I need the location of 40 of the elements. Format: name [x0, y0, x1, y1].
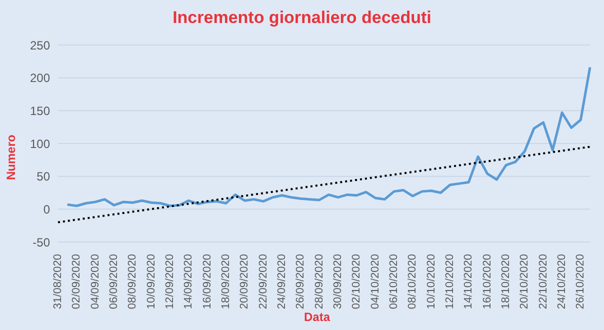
x-tick-label: 22/10/2020: [537, 254, 550, 310]
y-tick-label: 0: [43, 202, 50, 216]
x-tick-label: 02/09/2020: [70, 254, 83, 310]
x-tick-label: 28/09/2020: [313, 254, 326, 310]
y-tick-label: 200: [30, 71, 50, 86]
x-tick-label: 26/09/2020: [294, 254, 307, 310]
x-tick-label: 08/10/2020: [406, 254, 419, 310]
line-series: [66, 66, 592, 208]
x-tick-label: 04/10/2020: [369, 254, 382, 310]
x-tick-label: 20/09/2020: [238, 254, 251, 310]
y-tick-label: -50: [32, 235, 50, 250]
x-tick-label: 06/10/2020: [388, 254, 400, 310]
y-tick-label: 250: [30, 38, 50, 52]
x-tick-label: 12/10/2020: [444, 254, 456, 310]
x-tick-label: 10/09/2020: [145, 254, 158, 310]
x-tick-label: 02/10/2020: [350, 254, 363, 310]
x-tick-label: 24/09/2020: [276, 254, 288, 310]
x-axis-title: Data: [302, 310, 332, 324]
x-tick-label: 16/10/2020: [481, 254, 494, 310]
x-tick-label: 31/08/2020: [52, 254, 64, 310]
y-axis-title: Numero: [4, 134, 18, 180]
x-tick-label: 26/10/2020: [574, 254, 587, 310]
x-tick-label: 06/09/2020: [108, 254, 120, 310]
x-tick-label: 14/10/2020: [462, 254, 475, 310]
x-tick-label: 18/09/2020: [220, 254, 232, 310]
x-tick-label: 16/09/2020: [201, 254, 214, 310]
x-tick-label: 10/10/2020: [425, 254, 438, 310]
x-tick-label: 04/09/2020: [89, 254, 102, 310]
x-tick-label: 08/09/2020: [126, 254, 139, 310]
x-tick-label: 18/10/2020: [500, 254, 512, 310]
x-tick-label: 20/10/2020: [518, 254, 531, 310]
chart-title: Incremento giornaliero deceduti: [172, 8, 432, 28]
x-tick-label: 14/09/2020: [182, 254, 195, 310]
x-tick-label: 24/10/2020: [556, 254, 568, 310]
x-tick-label: 12/09/2020: [164, 254, 176, 310]
x-tick-label: 30/09/2020: [332, 254, 344, 310]
y-tick-label: 100: [30, 136, 50, 151]
y-tick-label: 50: [36, 170, 50, 184]
x-tick-label: 22/09/2020: [257, 254, 270, 310]
y-tick-label: 150: [30, 104, 50, 118]
